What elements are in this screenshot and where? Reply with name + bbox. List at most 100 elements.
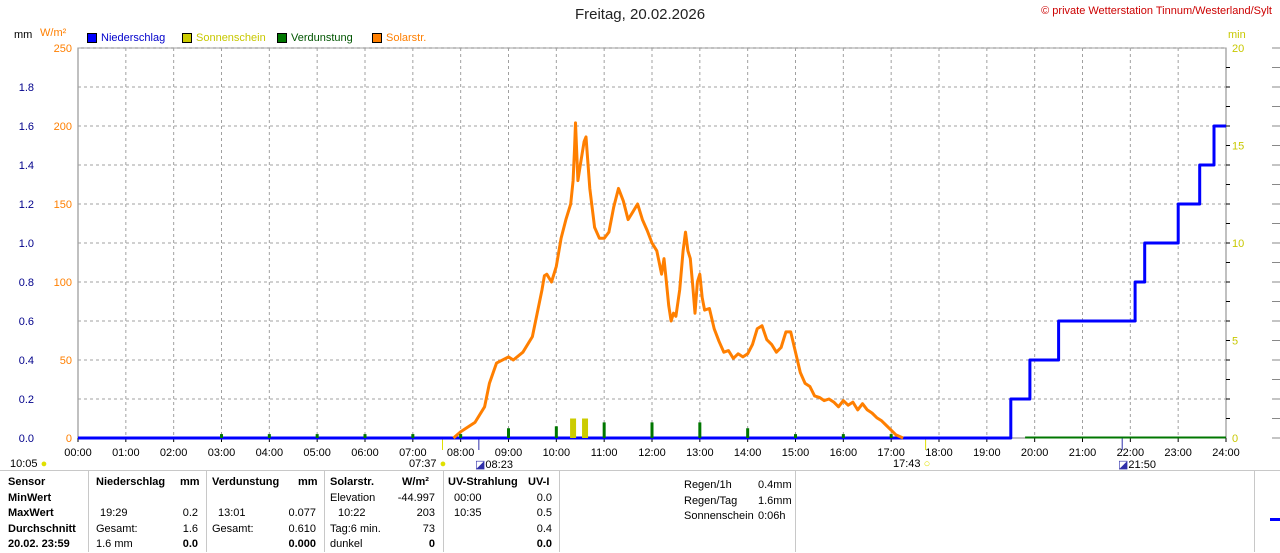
bar-sonnenschein <box>582 418 589 438</box>
x-tick-label: 20:00 <box>1021 447 1049 459</box>
x-tick-label: 24:00 <box>1212 447 1240 459</box>
verdunstung-header: Verdunstung <box>212 476 280 488</box>
uv-avg-value: 0.4 <box>536 522 552 535</box>
y-left-mm-tick-label: 1.6 <box>19 121 34 133</box>
verdunstung-unit: mm <box>298 476 318 488</box>
series-line-niederschlag <box>78 124 1226 440</box>
x-tick-label: 09:00 <box>495 447 523 459</box>
spike-verdunstung <box>554 426 558 438</box>
solar-dark-label: dunkel <box>330 538 363 550</box>
x-tick-label: 21:00 <box>1069 447 1097 459</box>
niederschlag-header: Niederschlag <box>96 476 166 488</box>
sunset-time: 17:43 <box>893 458 921 470</box>
x-axis: 00:00 01:00 02:00 03:00 04:00 05:00 06:00 07:00… <box>64 438 1240 459</box>
sunset-icon: ○ <box>923 458 931 470</box>
moonrise-marker: 10:05 ● <box>10 458 47 470</box>
solar-max-value: 203 <box>416 507 435 519</box>
legend-verdunstung: Verdunstung <box>277 32 353 44</box>
spike-verdunstung <box>841 434 845 438</box>
x-tick-label: 01:00 <box>112 447 140 459</box>
niederschlag-last-value: 1.6 mm <box>96 538 133 550</box>
row-label-avg: Durchschnitt <box>8 522 76 535</box>
sunrise-time: 07:37 <box>409 458 437 470</box>
spike-verdunstung <box>698 422 702 438</box>
y-left-wm2-tick-label: 250 <box>54 43 72 55</box>
unit-wm2-label: W/m² <box>40 27 67 39</box>
y-left-mm-tick-label: 1.0 <box>19 238 34 250</box>
solar-day-value: 73 <box>422 522 435 535</box>
series-line-solarstr- <box>452 121 904 440</box>
y-left-mm-tick-label: 1.4 <box>19 160 34 172</box>
legend-label-verdunstung: Verdunstung <box>291 32 353 44</box>
table-divider <box>559 470 560 552</box>
rain-day-value: 1.6mm <box>758 494 792 507</box>
niederschlag-total-label: Gesamt: <box>96 522 138 535</box>
spike-verdunstung <box>459 434 463 438</box>
verdunstung-max-time: 13:01 <box>218 507 246 519</box>
verdunstung-last-value: 0.000 <box>288 538 316 550</box>
x-tick-label: 14:00 <box>734 447 762 459</box>
solar-elevation-label: Elevation <box>330 491 376 504</box>
spike-verdunstung <box>746 428 750 438</box>
x-tick-label: 12:00 <box>638 447 666 459</box>
table-divider <box>443 470 444 552</box>
moon-icon-2: ◪ <box>1118 459 1129 471</box>
spike-verdunstung <box>794 434 797 438</box>
table-top-border <box>0 470 1280 471</box>
x-tick-label: 10:00 <box>543 447 571 459</box>
spike-verdunstung <box>507 428 510 438</box>
solar-max-time: 10:22 <box>338 507 366 519</box>
x-tick-label: 05:00 <box>303 447 331 459</box>
y-left-wm2-tick-label: 50 <box>60 355 72 367</box>
sunrise-marker: 07:37 ● <box>409 458 446 470</box>
table-divider <box>206 470 207 552</box>
weather-chart: 0.00.20.40.60.81.01.21.41.61.80501001502… <box>19 43 1280 459</box>
moonset-marker: ◪08:23 <box>475 458 513 471</box>
table-divider <box>324 470 325 552</box>
sunset-marker: 17:43 ○ <box>893 458 930 470</box>
uv-min-value: 0.0 <box>536 491 552 504</box>
x-tick-label: 08:00 <box>447 447 475 459</box>
rain-1h-value: 0.4mm <box>758 479 792 491</box>
moon-icon: ◪ <box>475 459 486 471</box>
verdunstung-max-value: 0.077 <box>288 507 316 519</box>
series-layer <box>78 121 1226 440</box>
x-tick-label: 15:00 <box>782 447 810 459</box>
moonset2-time: 21:50 <box>1128 459 1156 471</box>
y-left-wm2-tick-label: 200 <box>54 121 72 133</box>
x-tick-label: 13:00 <box>686 447 714 459</box>
legend-sonnenschein: Sonnenschein <box>182 32 266 44</box>
spike-verdunstung <box>650 422 654 438</box>
niederschlag-total-value: 1.6 <box>182 522 198 535</box>
spike-verdunstung <box>363 434 367 438</box>
spike-verdunstung <box>315 434 319 438</box>
uv-unit: UV-I <box>528 476 550 488</box>
legend-swatch-verdunstung <box>277 33 287 43</box>
sun-icon: ● <box>40 458 48 470</box>
x-tick-label: 03:00 <box>208 447 236 459</box>
spike-verdunstung <box>602 422 606 438</box>
y-right-min-tick-label: 5 <box>1232 336 1238 348</box>
table-divider <box>795 470 796 552</box>
sunshine-value: 0:06h <box>758 510 786 522</box>
verdunstung-total-value: 0.610 <box>288 522 316 535</box>
verdunstung-total-label: Gesamt: <box>212 522 254 535</box>
x-tick-label: 17:00 <box>877 447 905 459</box>
y-right-min-tick-label: 10 <box>1232 238 1244 250</box>
solar-header: Solarstr. <box>330 476 375 488</box>
x-tick-label: 04:00 <box>256 447 284 459</box>
rain-day-label: Regen/Tag <box>684 494 738 507</box>
legend-niederschlag: Niederschlag <box>87 32 165 44</box>
niederschlag-unit: mm <box>180 476 200 488</box>
x-tick-label: 23:00 <box>1164 447 1192 459</box>
uv-last-value: 0.0 <box>536 538 552 550</box>
y-left-mm-tick-label: 1.8 <box>19 82 34 94</box>
y-left-mm-tick-label: 0.6 <box>19 316 34 328</box>
solar-dark-value: 0 <box>428 538 435 550</box>
uv-header: UV-Strahlung <box>448 476 518 488</box>
x-tick-label: 19:00 <box>973 447 1001 459</box>
uv-max-value: 0.5 <box>536 507 552 519</box>
x-tick-label: 02:00 <box>160 447 188 459</box>
y-left-mm-tick-label: 1.2 <box>19 199 34 211</box>
x-tick-label: 16:00 <box>830 447 858 459</box>
